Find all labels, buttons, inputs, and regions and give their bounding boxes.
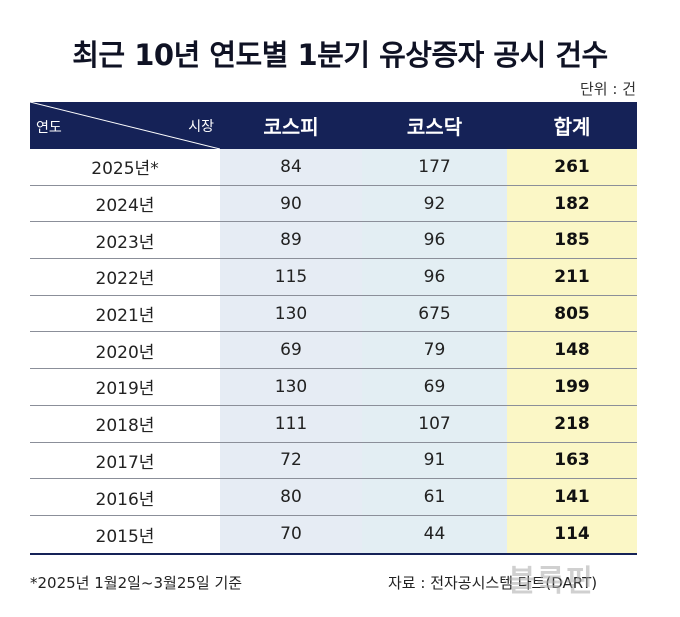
kosdaq-cell: 675 [362, 295, 507, 332]
table-row: 2021년 130 675 805 [30, 295, 637, 333]
kospi-cell: 90 [220, 185, 362, 222]
year-cell: 2016년 [30, 479, 220, 515]
year-cell: 2015년 [30, 515, 220, 553]
total-cell: 163 [507, 442, 637, 479]
total-cell: 185 [507, 222, 637, 259]
header-kosdaq: 코스닥 [406, 115, 463, 139]
total-cell: 211 [507, 259, 637, 295]
table-row: 2023년 89 96 185 [30, 222, 637, 260]
table-body: 2025년* 84 177 261 2024년 90 92 182 2023년 89 96 185 20… [30, 149, 637, 555]
col-axis-label: 시장 [188, 119, 214, 135]
kosdaq-cell: 61 [362, 479, 507, 515]
kosdaq-cell: 91 [362, 442, 507, 479]
total-cell: 218 [507, 405, 637, 442]
table-row: 2017년 72 91 163 [30, 442, 637, 480]
kosdaq-cell: 69 [362, 369, 507, 405]
kosdaq-cell: 96 [362, 222, 507, 259]
unit-label: 단위 : 건 [580, 80, 636, 98]
header-kospi: 코스피 [263, 115, 319, 139]
watermark-logo: 블록핀 [508, 564, 594, 599]
year-cell: 2021년 [30, 295, 220, 332]
year-cell: 2024년 [30, 185, 220, 222]
total-cell: 182 [507, 185, 637, 222]
year-cell: 2023년 [30, 222, 220, 259]
total-cell: 141 [507, 479, 637, 515]
header-total: 합계 [553, 115, 591, 139]
kosdaq-cell: 44 [362, 515, 507, 553]
table-row: 2015년 70 44 114 [30, 515, 637, 553]
diagonal-line [30, 102, 220, 149]
kospi-cell: 130 [220, 295, 362, 332]
year-cell: 2019년 [30, 369, 220, 405]
total-cell: 805 [507, 295, 637, 332]
year-cell: 2017년 [30, 442, 220, 479]
row-axis-label: 연도 [36, 120, 62, 136]
source-note: 자료 : 전자공시스템 다트(DART) [388, 574, 598, 592]
kospi-cell: 72 [220, 442, 362, 479]
total-cell: 199 [507, 369, 637, 405]
table-row: 2020년 69 79 148 [30, 332, 637, 370]
kospi-cell: 70 [220, 515, 362, 553]
year-cell: 2025년* [30, 149, 220, 185]
kospi-cell: 111 [220, 405, 362, 442]
kospi-cell: 89 [220, 222, 362, 259]
total-cell: 114 [507, 515, 637, 553]
year-cell: 2018년 [30, 405, 220, 442]
table-header: 연도 시장 코스피 코스닥 합계 [30, 102, 637, 149]
kosdaq-cell: 92 [362, 185, 507, 222]
table-row: 2025년* 84 177 261 [30, 149, 637, 186]
page-title: 최근 10년 연도별 1분기 유상증자 공시 건수 [72, 38, 608, 72]
kospi-cell: 115 [220, 259, 362, 295]
footnote: *2025년 1월2일~3월25일 기준 [30, 574, 243, 592]
kospi-cell: 69 [220, 332, 362, 369]
kospi-cell: 84 [220, 149, 362, 185]
kospi-cell: 130 [220, 369, 362, 405]
kosdaq-cell: 79 [362, 332, 507, 369]
table-row: 2016년 80 61 141 [30, 479, 637, 516]
year-cell: 2020년 [30, 332, 220, 369]
total-cell: 148 [507, 332, 637, 369]
data-table: 연도 시장 코스피 코스닥 합계 2025년* 84 177 261 2024년 90 92… [30, 102, 637, 555]
kosdaq-cell: 107 [362, 405, 507, 442]
kosdaq-cell: 177 [362, 149, 507, 185]
year-cell: 2022년 [30, 259, 220, 295]
table-row: 2019년 130 69 199 [30, 369, 637, 406]
table-row: 2018년 111 107 218 [30, 405, 637, 443]
table-row: 2022년 115 96 211 [30, 259, 637, 296]
kosdaq-cell: 96 [362, 259, 507, 295]
header-diagonal-cell: 연도 시장 [30, 102, 220, 149]
kospi-cell: 80 [220, 479, 362, 515]
total-cell: 261 [507, 149, 637, 185]
table-row: 2024년 90 92 182 [30, 185, 637, 223]
